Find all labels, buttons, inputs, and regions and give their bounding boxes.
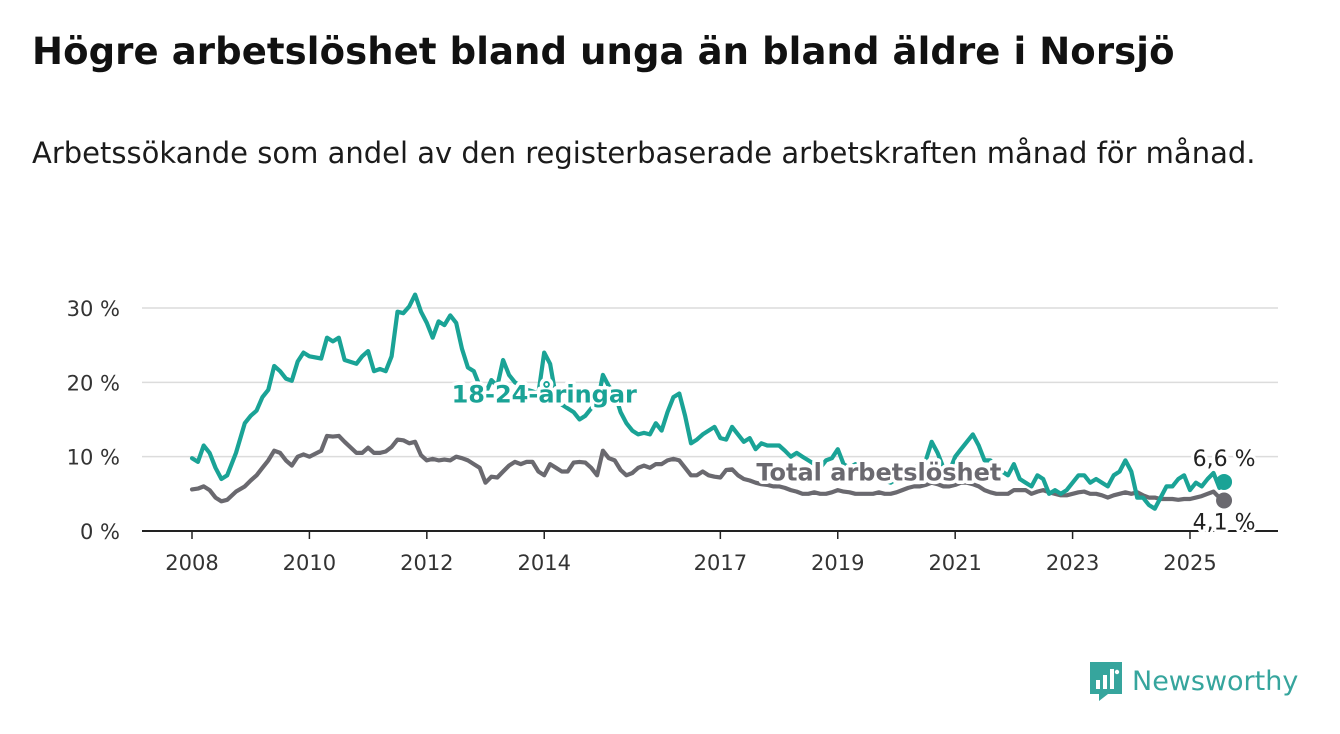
- end-value-label: 4,1 %: [1193, 511, 1256, 536]
- y-tick-label: 30 %: [67, 297, 120, 321]
- x-tick-label: 2008: [165, 551, 218, 575]
- x-tick-label: 2017: [694, 551, 747, 575]
- chart-subtitle: Arbetssökande som andel av den registerb…: [32, 136, 1256, 170]
- end-point-0: [1216, 473, 1233, 490]
- y-tick-label: 10 %: [67, 446, 120, 470]
- end-value-halo: 6,6 %: [1193, 447, 1256, 472]
- y-tick-label: 0 %: [80, 520, 120, 544]
- x-axis: 2008 2010 2012 2014 2017 2019 2021 2023 2025: [142, 530, 1278, 575]
- series-label-halo: 18-24-åringar: [452, 379, 637, 408]
- chart-title: Högre arbetslöshet bland unga än bland ä…: [32, 30, 1175, 73]
- x-tick-label: 2019: [811, 551, 864, 575]
- series-lines: [189, 292, 1227, 511]
- end-value-label: 6,6 %: [1193, 447, 1256, 472]
- x-tick-label: 2014: [518, 551, 571, 575]
- x-tick-label: 2010: [283, 551, 336, 575]
- series-line-1: [189, 433, 1227, 504]
- gridlines: [142, 307, 1278, 458]
- series-line-0: [189, 292, 1227, 511]
- end-value-halo: 4,1 %: [1193, 511, 1256, 536]
- newsworthy-logo-icon: [1090, 662, 1122, 701]
- series-label: Total arbetslöshet: [756, 458, 1001, 486]
- brand-name: Newsworthy: [1132, 665, 1299, 697]
- y-tick-label: 20 %: [67, 371, 120, 395]
- brand-logo: Newsworthy: [1088, 660, 1298, 702]
- series-label-halo: Total arbetslöshet: [756, 458, 1001, 486]
- y-axis-ticks: 0 % 10 % 20 % 30 %: [67, 297, 120, 544]
- x-tick-label: 2021: [928, 551, 981, 575]
- x-tick-label: 2012: [400, 551, 453, 575]
- x-tick-label: 2023: [1046, 551, 1099, 575]
- end-point-1: [1216, 492, 1233, 509]
- x-tick-label: 2025: [1163, 551, 1216, 575]
- series-label: 18-24-åringar: [452, 379, 637, 408]
- end-markers: 6,6 %6,6 %4,1 %4,1 %: [1190, 444, 1259, 539]
